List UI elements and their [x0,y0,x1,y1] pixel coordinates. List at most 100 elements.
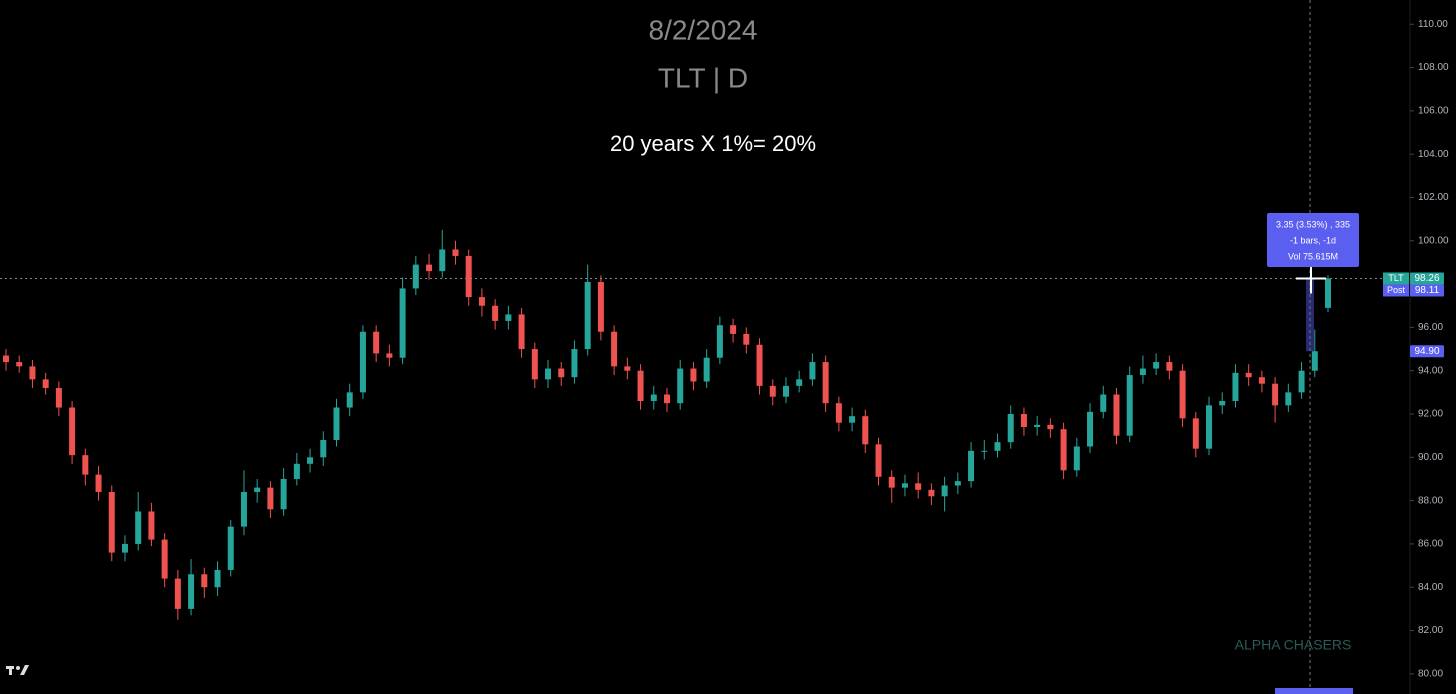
candle-body [69,407,76,456]
y-tick-label: 104.00 [1418,149,1449,160]
chart-title: 8/2/2024 [649,14,758,45]
candle-body [624,366,631,371]
candle-body [1311,351,1318,371]
candle-body [1298,370,1305,393]
candle-body [1272,383,1279,406]
candle-body [386,353,393,358]
candle-body [492,305,499,321]
candle-body [412,264,419,289]
candle-body [1258,377,1265,384]
candle-body [505,314,512,321]
candle-body [29,366,36,380]
chart-subtitle: TLT | D [658,62,748,93]
candle-body [928,489,935,497]
candle-body [571,349,578,378]
y-tick-label: 84.00 [1418,582,1443,593]
candle-body [782,385,789,397]
candle-body [1073,446,1080,471]
candle-body [518,314,525,350]
candle-body [1245,372,1252,378]
candle-body [954,481,961,486]
y-tick-label: 96.00 [1418,322,1443,333]
candle-body [888,476,895,488]
candle-body [1206,405,1213,449]
candle-body [346,392,353,408]
candle-body [1232,372,1239,402]
y-tick-label: 80.00 [1418,669,1443,680]
y-tick-label: 102.00 [1418,192,1449,203]
y-tick-label: 108.00 [1418,62,1449,73]
candle-body [320,440,327,458]
candle-body [188,574,195,609]
candle-body [664,394,670,404]
candle-body [1007,414,1014,443]
candle-body [611,331,618,367]
measure-area [1306,278,1314,352]
y-tick-label: 82.00 [1418,625,1443,636]
candle-body [108,491,115,553]
candle-body [3,355,9,363]
candle-body [1087,411,1094,447]
y-tick-label: 110.00 [1418,19,1448,30]
candle-body [254,487,261,492]
candle-body [743,333,750,345]
candle-body [677,368,684,404]
candle-body [359,331,366,393]
candle-body [95,474,102,492]
price-label-box [1410,284,1444,297]
candle-body [915,483,922,490]
candle-body [968,450,975,482]
candle-body [16,362,23,367]
candle-body [875,444,882,477]
candle-body [1060,429,1067,471]
candle-body [941,485,948,497]
candle-body [1113,394,1120,436]
candle-body [1219,401,1226,406]
candle-body [82,455,89,475]
candle-body [637,370,644,402]
y-tick-label: 106.00 [1418,106,1449,117]
y-tick-label: 86.00 [1418,539,1443,550]
candle-body [201,574,208,588]
y-tick-label: 100.00 [1418,235,1449,246]
candle-body [584,281,591,350]
candle-body [703,357,710,382]
candle-body [769,385,776,397]
price-tag-box [1383,284,1409,297]
candle-body [1285,392,1292,406]
logo [6,665,29,675]
candle-body [1153,362,1160,369]
candle-body [531,349,538,380]
candle-body [1126,375,1133,436]
candle-body [280,478,287,510]
candle-body [796,379,803,386]
candle-body [148,511,155,540]
price-label: 98.11 [1415,285,1440,296]
tooltip-box [1267,213,1359,267]
candle-body [901,483,908,488]
y-tick-label: 88.00 [1418,495,1443,506]
candle-body [439,249,446,272]
tooltip-line: Vol 75.615M [1288,251,1338,261]
candle-body [730,325,737,334]
candle-body [426,264,433,272]
candle-body [214,569,221,588]
candle-body [690,368,697,382]
candle-body [994,442,1001,451]
candle-body [307,457,314,464]
candle-body [174,578,181,609]
candle-body [597,281,604,332]
candle-body [333,407,340,441]
candle-body [1325,278,1331,308]
tooltip-line: 3.35 (3.53%) , 335 [1276,219,1350,229]
candle-body [227,526,234,570]
candle-body [1020,414,1027,428]
price-label-box [1410,345,1444,358]
candle-body [135,511,142,544]
candle-body [756,344,763,386]
candle-body [716,325,723,358]
candle-body [849,416,856,423]
